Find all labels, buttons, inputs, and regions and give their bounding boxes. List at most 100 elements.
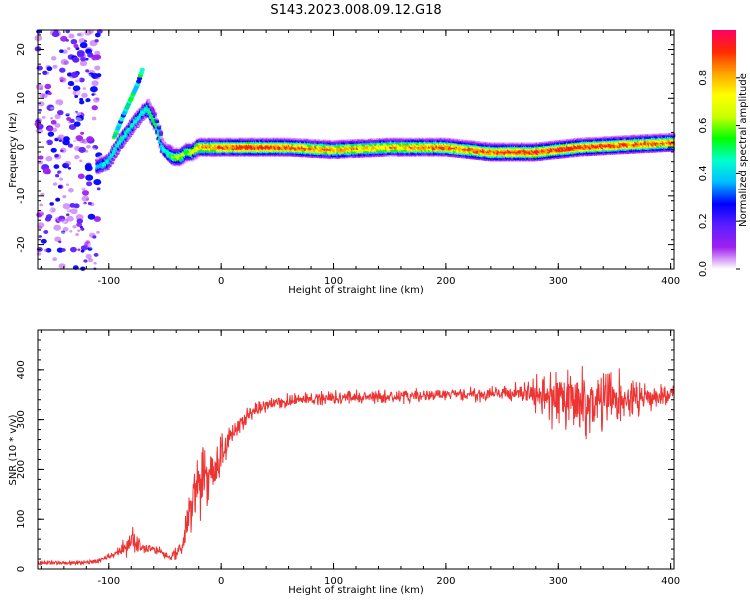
- snr-ylabel: SNR (10 * v/v): [8, 414, 19, 485]
- spectrogram-cell: [93, 261, 97, 265]
- spectrogram-cell: [95, 97, 100, 101]
- spectrogram-cell: [158, 129, 163, 133]
- spectrogram-cell: [74, 146, 81, 151]
- spectrogram-cell: [69, 230, 73, 233]
- spectrogram-cell: [73, 203, 80, 209]
- spectrogram-cell: [42, 167, 51, 175]
- spectrogram-cell: [85, 239, 90, 244]
- spectrogram-cell: [81, 92, 88, 98]
- spectrogram-cell: [53, 153, 62, 160]
- spectrogram-cell: [65, 39, 69, 42]
- spectrogram-cell: [91, 105, 98, 111]
- spectrogram-cell: [70, 208, 78, 215]
- snr-xlabel: Height of straight line (km): [288, 585, 424, 596]
- spectrogram-cell: [81, 138, 89, 144]
- spectrogram-cell: [83, 201, 87, 205]
- spectrogram-cell: [83, 259, 88, 263]
- spectrogram-cell: [76, 157, 82, 162]
- spectrogram-cell: [79, 100, 85, 105]
- spectrogram-cell: [57, 109, 64, 116]
- spectrogram-cell: [72, 56, 80, 63]
- colorbar-label: Normalized spectral amplitude: [738, 73, 749, 227]
- spectrogram-cell: [185, 159, 190, 164]
- spectrogram-cell: [54, 137, 59, 142]
- spectrogram-cell: [61, 234, 69, 241]
- spectrogram-cell: [72, 225, 77, 229]
- spectrogram-cell: [58, 233, 64, 238]
- spectrogram-cell: [58, 139, 62, 142]
- spectrogram-cell: [68, 170, 75, 175]
- spectrogram-cell: [83, 244, 89, 248]
- spectrogram-cell: [41, 116, 46, 119]
- spectrogram-cell: [89, 86, 98, 93]
- snr-xtick-label: 400: [661, 576, 680, 587]
- spectrogram-cell: [59, 54, 67, 60]
- spectrogram-cell: [74, 77, 81, 82]
- spectrogram-cell: [69, 246, 77, 253]
- spectrogram-cell: [45, 247, 52, 253]
- spectrogram-cell: [87, 52, 94, 58]
- snr-xtick-label: 200: [436, 576, 455, 587]
- spectrogram-cell: [151, 108, 156, 112]
- spectrogram-cell: [55, 197, 60, 202]
- spectrogram-cell: [89, 39, 98, 47]
- spectrogram-cell: [147, 101, 152, 105]
- spectrogram-xtick-label: 0: [218, 276, 224, 287]
- spectrogram-cell: [59, 217, 65, 223]
- spectrogram-cell: [85, 69, 90, 73]
- spectrogram-cell: [77, 32, 86, 39]
- spectrogram-cell: [45, 175, 49, 179]
- spectrogram-cell: [148, 104, 154, 109]
- spectrogram-cell: [53, 106, 57, 109]
- spectrogram-cell: [68, 188, 74, 193]
- spectrogram-cell: [58, 171, 67, 178]
- spectrogram-cell: [87, 110, 95, 116]
- spectrogram-cell: [58, 218, 66, 225]
- spectrogram-cell: [76, 218, 84, 224]
- spectrogram-cell: [159, 137, 164, 141]
- spectrogram-cell: [46, 252, 55, 259]
- spectrogram-cell: [63, 60, 70, 65]
- spectrogram-cell: [62, 139, 70, 146]
- spectrogram-cell: [187, 159, 192, 164]
- spectrogram-cell: [91, 62, 98, 68]
- spectrogram-cell: [146, 100, 151, 104]
- spectrogram-cell: [152, 113, 157, 117]
- spectrogram-cell: [65, 183, 70, 186]
- spectrogram-cell: [67, 80, 75, 86]
- colorbar-tick-label: 0.0: [698, 261, 709, 277]
- spectrogram-cell: [45, 207, 52, 213]
- spectrogram-cell: [169, 145, 174, 149]
- spectrogram-cell: [74, 154, 80, 160]
- spectrogram-cell: [161, 138, 166, 143]
- spectrogram-cell: [52, 257, 58, 262]
- spectrogram-cell: [80, 249, 85, 253]
- snr-series-line: [37, 365, 675, 567]
- spectrogram-cell: [139, 67, 145, 72]
- spectrogram-cell: [146, 98, 151, 103]
- spectrogram-cell: [67, 155, 72, 159]
- spectrogram-cell: [153, 111, 158, 115]
- spectrogram-cell: [88, 29, 94, 34]
- spectrogram-cell: [67, 102, 75, 108]
- spectrogram-cell: [79, 92, 84, 95]
- spectrogram-cell: [73, 43, 79, 49]
- spectrogram-cell: [78, 37, 86, 44]
- spectrogram-cell: [75, 170, 81, 175]
- spectrogram-cell: [183, 160, 188, 165]
- spectrogram-cell: [93, 178, 102, 186]
- spectrogram-cell: [77, 248, 81, 251]
- spectrogram-cell: [39, 87, 44, 91]
- spectrogram-cell: [67, 86, 71, 90]
- spectrogram-cell: [78, 146, 86, 153]
- spectrogram-cell: [81, 186, 85, 189]
- spectrogram-cell: [45, 214, 53, 220]
- spectrogram-cell: [88, 62, 97, 69]
- spectrogram-cell: [59, 76, 66, 82]
- spectrogram-cell: [60, 149, 64, 153]
- snr-ytick-label: 0: [16, 566, 27, 572]
- spectrogram-cell: [36, 148, 44, 154]
- spectrogram-cell: [154, 116, 160, 120]
- spectrogram-cell: [94, 50, 101, 56]
- spectrogram-cell: [56, 103, 62, 108]
